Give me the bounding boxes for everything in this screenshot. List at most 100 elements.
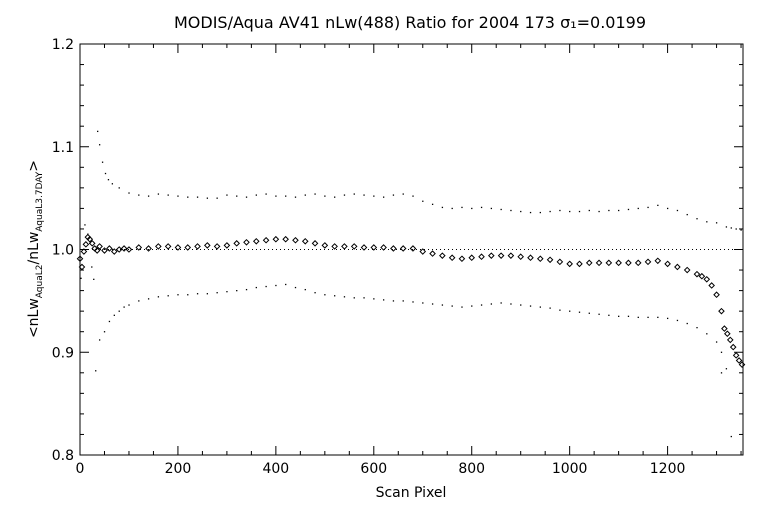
data-point xyxy=(373,298,375,300)
data-point xyxy=(720,351,723,353)
data-point xyxy=(627,315,630,317)
data-point xyxy=(527,254,534,262)
data-point xyxy=(125,246,133,253)
y-axis: 0.8 0.9 1.0 1.1 1.2 xyxy=(52,37,743,464)
data-point xyxy=(439,252,446,259)
data-point xyxy=(373,195,375,197)
data-point xyxy=(588,312,590,314)
data-point xyxy=(321,242,329,249)
data-point xyxy=(412,195,414,197)
data-point xyxy=(510,303,512,305)
data-point xyxy=(615,259,622,267)
x-tick-label: 400 xyxy=(262,461,289,477)
data-point xyxy=(275,284,277,287)
data-point xyxy=(370,244,378,251)
data-point xyxy=(490,207,493,210)
data-point xyxy=(409,245,417,252)
data-point xyxy=(236,290,238,292)
data-point xyxy=(724,330,731,338)
data-point xyxy=(431,203,434,205)
data-point xyxy=(448,254,456,262)
data-point xyxy=(252,237,260,245)
data-point xyxy=(87,233,89,235)
data-point xyxy=(715,341,718,343)
data-point xyxy=(255,286,257,289)
x-tick-label: 0 xyxy=(76,461,85,477)
data-point xyxy=(693,270,701,278)
y-tick-label: 1.0 xyxy=(52,243,74,259)
series-2 xyxy=(98,283,732,438)
data-point xyxy=(500,302,502,304)
x-tick-label: 200 xyxy=(165,461,192,477)
y-tick-label: 0.9 xyxy=(52,345,74,361)
data-point xyxy=(718,307,725,315)
data-point xyxy=(350,243,358,250)
data-point xyxy=(145,245,152,252)
x-tick-label: 1000 xyxy=(552,461,588,477)
data-point xyxy=(529,211,532,214)
data-point xyxy=(187,294,189,296)
data-point xyxy=(598,210,600,213)
data-point xyxy=(637,207,639,210)
data-point xyxy=(301,237,309,245)
data-point xyxy=(559,209,561,212)
y-tick-label: 0.8 xyxy=(52,448,74,464)
data-point xyxy=(569,310,571,312)
data-point xyxy=(402,300,404,302)
data-point xyxy=(510,209,512,212)
data-point xyxy=(245,288,248,291)
data-point xyxy=(686,213,688,216)
data-point xyxy=(93,278,95,280)
data-point xyxy=(206,197,209,199)
data-point xyxy=(644,258,652,266)
series-1 xyxy=(80,130,742,374)
data-point xyxy=(157,296,160,298)
data-point xyxy=(196,196,199,198)
data-point xyxy=(730,435,732,438)
data-point xyxy=(713,291,720,299)
data-point xyxy=(88,240,96,247)
data-point xyxy=(97,130,99,133)
data-point xyxy=(720,372,723,374)
data-point xyxy=(382,299,385,301)
data-point xyxy=(86,235,94,243)
data-point xyxy=(123,306,125,308)
data-point xyxy=(618,315,620,317)
data-point xyxy=(674,263,681,271)
data-point xyxy=(471,305,473,307)
data-point xyxy=(708,282,715,289)
data-point xyxy=(196,293,199,295)
data-point xyxy=(490,303,493,305)
data-point xyxy=(392,194,395,196)
data-point xyxy=(164,243,172,250)
data-point xyxy=(730,227,732,229)
data-point xyxy=(480,304,483,306)
data-point xyxy=(265,193,267,195)
data-point xyxy=(311,240,319,247)
data-point xyxy=(549,210,551,213)
data-point xyxy=(431,303,434,305)
data-point xyxy=(78,263,86,271)
data-point xyxy=(461,206,463,209)
data-point xyxy=(382,196,385,198)
data-point xyxy=(696,326,698,329)
data-point xyxy=(147,298,150,300)
data-point xyxy=(412,301,414,303)
data-point xyxy=(177,294,179,296)
data-point xyxy=(529,305,532,307)
data-point xyxy=(243,239,250,246)
data-point xyxy=(135,244,143,251)
data-point xyxy=(627,208,630,211)
data-point xyxy=(106,245,113,252)
data-point xyxy=(608,209,610,212)
data-point xyxy=(647,206,649,209)
data-point xyxy=(262,236,270,244)
x-tick-label: 1200 xyxy=(650,461,686,477)
data-point xyxy=(556,258,564,266)
data-point xyxy=(735,228,737,230)
data-point xyxy=(343,194,346,196)
x-tick-label: 800 xyxy=(458,461,485,477)
data-point xyxy=(331,243,338,250)
data-point xyxy=(585,259,593,267)
